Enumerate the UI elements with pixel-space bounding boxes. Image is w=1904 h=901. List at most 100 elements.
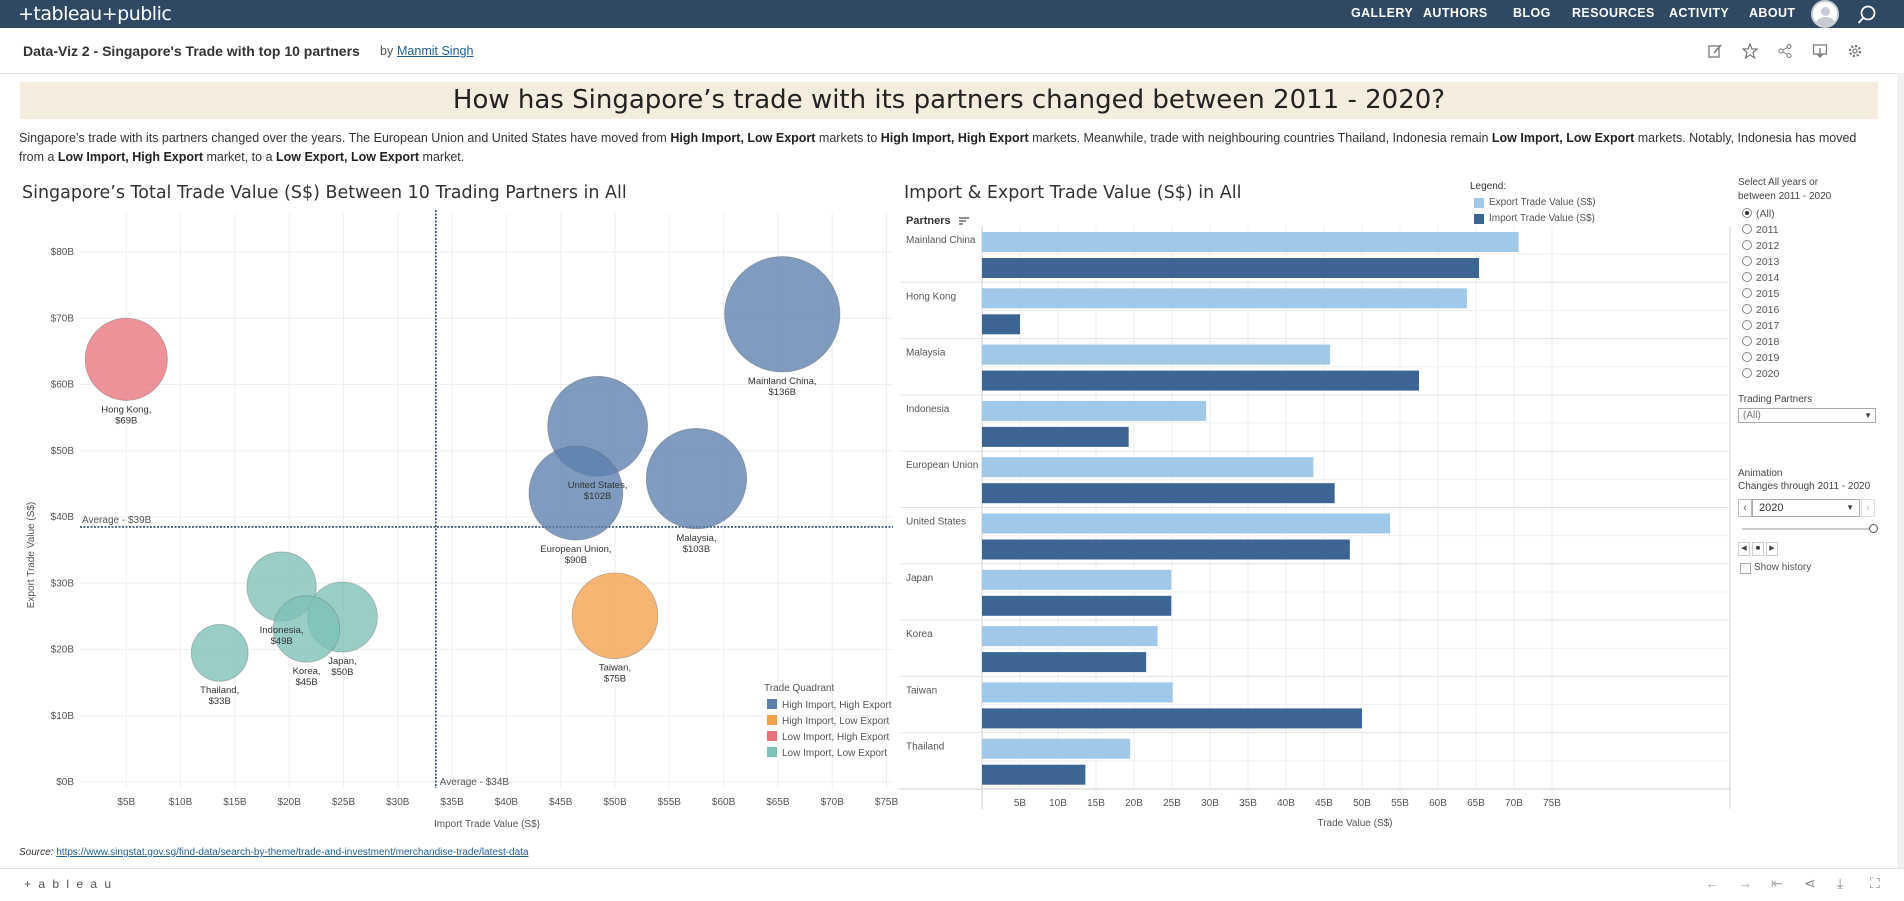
radio-button[interactable]	[1742, 272, 1752, 282]
play-backward-icon[interactable]: ◀	[1738, 542, 1750, 556]
partner-label[interactable]: Hong Kong	[906, 291, 956, 302]
radio-button[interactable]	[1742, 224, 1752, 234]
radio-button[interactable]	[1742, 320, 1752, 330]
import-bar[interactable]	[982, 370, 1419, 391]
nav-resources[interactable]: RESOURCES	[1572, 6, 1655, 20]
bubble-mainland-china[interactable]	[724, 256, 841, 373]
bar-title: Import & Export Trade Value (S$) in All	[904, 183, 1242, 203]
vertical-scrollbar[interactable]	[1897, 73, 1904, 868]
nav-authors[interactable]: AUTHORS	[1423, 6, 1488, 20]
redo-icon[interactable]: →	[1738, 875, 1752, 891]
year-option-2014[interactable]: 2014	[1742, 272, 1779, 287]
animation-next-button[interactable]: ›	[1861, 499, 1875, 517]
import-bar[interactable]	[982, 539, 1350, 560]
export-bar[interactable]	[982, 569, 1172, 590]
export-bar[interactable]	[982, 513, 1391, 534]
stop-icon[interactable]: ■	[1752, 542, 1764, 556]
export-bar[interactable]	[982, 626, 1158, 647]
quadrant-legend-label: Low Import, Low Export	[782, 748, 887, 759]
year-option-2017[interactable]: 2017	[1742, 320, 1779, 335]
import-bar[interactable]	[982, 314, 1020, 335]
partner-label[interactable]: European Union	[906, 460, 978, 471]
radio-button[interactable]	[1742, 208, 1752, 218]
year-option-2018[interactable]: 2018	[1742, 336, 1779, 351]
import-bar[interactable]	[982, 595, 1172, 616]
bubble-taiwan[interactable]	[571, 572, 659, 659]
bubble-korea[interactable]	[272, 595, 341, 663]
undo-icon[interactable]: ←	[1705, 875, 1719, 891]
radio-button[interactable]	[1742, 256, 1752, 266]
import-bar[interactable]	[982, 764, 1086, 785]
search-icon[interactable]	[1856, 4, 1878, 26]
nav-blog[interactable]: BLOG	[1513, 6, 1551, 20]
bar-chart[interactable]: 5B 10B 15B 20B 25B 30B 35B 40B 45B 50B 55B 60B 65B 70…	[900, 226, 1735, 836]
partner-label[interactable]: Korea	[906, 629, 933, 640]
tableau-footer-logo[interactable]: + a b l e a u	[24, 877, 114, 891]
animation-prev-button[interactable]: ‹	[1738, 499, 1752, 517]
import-bar[interactable]	[982, 258, 1480, 278]
radio-button[interactable]	[1742, 304, 1752, 314]
revert-icon[interactable]: ⇤	[1771, 875, 1783, 891]
year-option-2015[interactable]: 2015	[1742, 288, 1779, 303]
radio-button[interactable]	[1742, 288, 1752, 298]
year-option-all[interactable]: (All)	[1742, 208, 1775, 223]
partners-header[interactable]: Partners	[906, 215, 951, 227]
import-bar[interactable]	[982, 708, 1362, 729]
animation-slider-handle[interactable]	[1869, 524, 1878, 533]
radio-button[interactable]	[1742, 240, 1752, 250]
tableau-public-logo[interactable]: +tableau+public	[18, 3, 172, 25]
show-history-checkbox[interactable]	[1740, 563, 1751, 574]
year-option-2011[interactable]: 2011	[1742, 224, 1779, 239]
year-option-2020[interactable]: 2020	[1742, 368, 1779, 383]
source-link[interactable]: https://www.singstat.gov.sg/find-data/se…	[56, 847, 529, 858]
user-avatar-icon[interactable]	[1811, 0, 1839, 28]
partner-label[interactable]: United States	[906, 517, 966, 528]
radio-button[interactable]	[1742, 336, 1752, 346]
year-option-2019[interactable]: 2019	[1742, 352, 1779, 367]
animation-year-dropdown[interactable]: 2020 ▼	[1752, 499, 1860, 517]
partner-label[interactable]: Malaysia	[906, 348, 946, 359]
radio-button[interactable]	[1742, 352, 1752, 362]
share-icon[interactable]	[1777, 43, 1793, 59]
footer-share-icon[interactable]: ⋖	[1804, 875, 1816, 891]
export-bar[interactable]	[982, 344, 1331, 365]
bubble-malaysia[interactable]	[645, 427, 748, 530]
export-bar[interactable]	[982, 738, 1131, 759]
animation-slider-track[interactable]	[1742, 528, 1872, 530]
sort-icon[interactable]	[958, 216, 970, 226]
star-icon[interactable]	[1742, 43, 1758, 59]
nav-about[interactable]: ABOUT	[1749, 6, 1796, 20]
export-bar[interactable]	[982, 682, 1173, 703]
radio-button[interactable]	[1742, 368, 1752, 378]
import-bar[interactable]	[982, 652, 1147, 673]
footer-download-icon[interactable]: ⤓	[1837, 875, 1844, 891]
viz-author-link[interactable]: Manmit Singh	[397, 44, 474, 58]
partner-label[interactable]: Taiwan	[906, 685, 937, 696]
bubble-hong-kong[interactable]	[84, 317, 168, 401]
export-bar[interactable]	[982, 457, 1314, 478]
partners-dropdown[interactable]: (All) ▼	[1738, 408, 1876, 423]
scatter-y-tick: $10B	[51, 711, 75, 722]
nav-gallery[interactable]: GALLERY	[1351, 6, 1414, 20]
nav-activity[interactable]: ACTIVITY	[1669, 6, 1730, 20]
import-bar[interactable]	[982, 483, 1335, 504]
bubble-european-union[interactable]	[528, 445, 624, 541]
import-bar[interactable]	[982, 426, 1129, 447]
download-icon[interactable]	[1812, 43, 1828, 59]
partner-label[interactable]: Indonesia	[906, 404, 950, 415]
settings-icon[interactable]	[1847, 43, 1863, 59]
bubble-thailand[interactable]	[190, 623, 249, 682]
partner-label[interactable]: Thailand	[906, 742, 944, 753]
year-option-2016[interactable]: 2016	[1742, 304, 1779, 319]
export-bar[interactable]	[982, 400, 1207, 421]
edit-icon[interactable]	[1707, 43, 1723, 59]
play-forward-icon[interactable]: ▶	[1766, 542, 1778, 556]
export-bar[interactable]	[982, 288, 1467, 309]
partner-label[interactable]: Mainland China	[906, 235, 976, 246]
partner-label[interactable]: Japan	[906, 573, 933, 584]
export-bar[interactable]	[982, 232, 1519, 252]
bubble-chart[interactable]: Export Trade Value (S$) Import Trade Val…	[0, 205, 900, 837]
year-option-2012[interactable]: 2012	[1742, 240, 1779, 255]
fullscreen-icon[interactable]: ⛶	[1870, 875, 1880, 891]
year-option-2013[interactable]: 2013	[1742, 256, 1779, 271]
